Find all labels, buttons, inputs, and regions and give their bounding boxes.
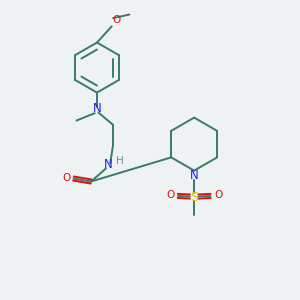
- Text: O: O: [214, 190, 222, 200]
- Text: O: O: [112, 15, 120, 25]
- Text: H: H: [116, 156, 124, 166]
- Text: N: N: [190, 169, 199, 182]
- Text: N: N: [103, 158, 112, 171]
- Text: N: N: [93, 102, 101, 115]
- Text: S: S: [190, 190, 198, 204]
- Text: O: O: [166, 190, 174, 200]
- Text: O: O: [63, 173, 71, 183]
